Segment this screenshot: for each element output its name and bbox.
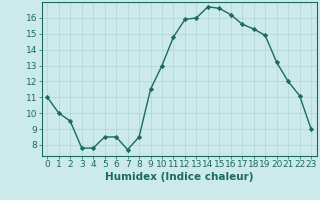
X-axis label: Humidex (Indice chaleur): Humidex (Indice chaleur) — [105, 172, 253, 182]
